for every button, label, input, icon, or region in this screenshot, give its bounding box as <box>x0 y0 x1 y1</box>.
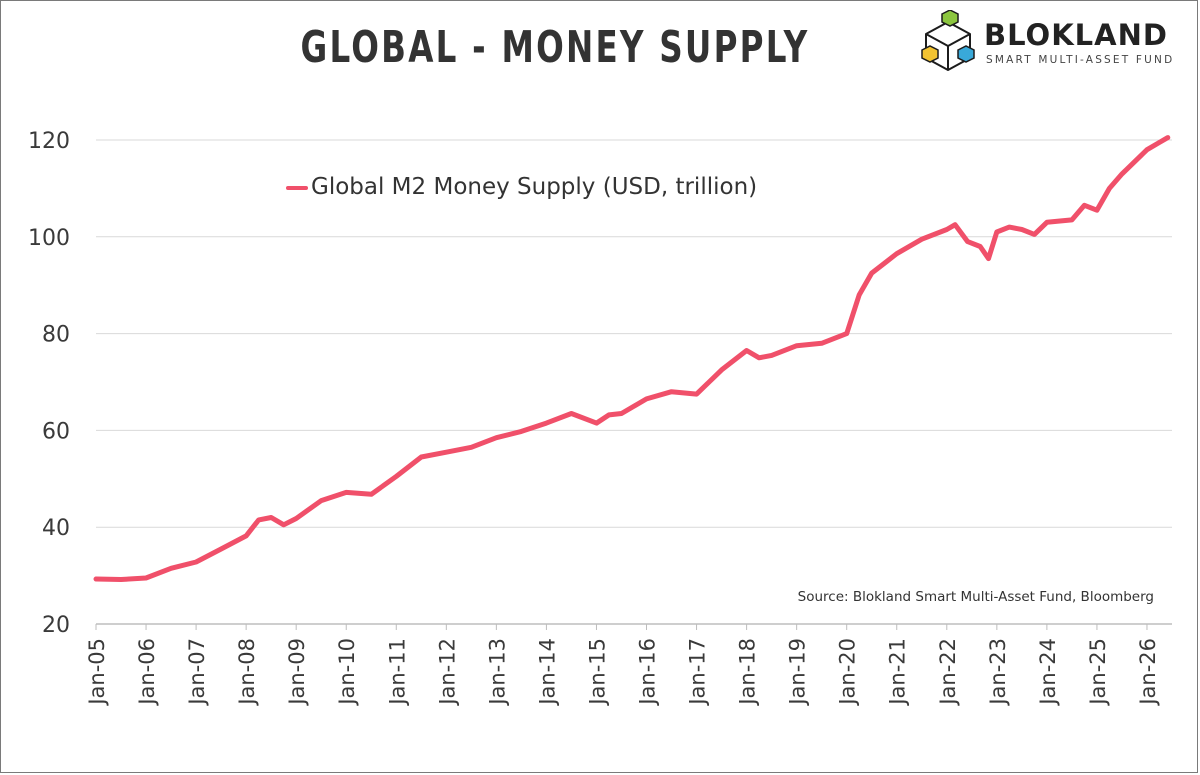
x-tick-label-Jan-09: Jan-09 <box>285 638 309 707</box>
x-tick-label-Jan-25: Jan-25 <box>1086 638 1110 707</box>
x-tick-label-Jan-19: Jan-19 <box>786 638 810 707</box>
x-tick-label-Jan-06: Jan-06 <box>135 638 159 707</box>
brand-logo: BLOKLAND SMART MULTI-ASSET FUND <box>916 10 1186 74</box>
source-note: Source: Blokland Smart Multi-Asset Fund,… <box>797 589 1154 605</box>
x-tick-label-Jan-16: Jan-16 <box>636 638 660 707</box>
chart-title: GLOBAL - MONEY SUPPLY <box>300 22 810 73</box>
logo-wordmark: BLOKLAND <box>984 18 1168 52</box>
series-line-0 <box>93 135 1171 582</box>
x-tick-label-Jan-12: Jan-12 <box>435 638 459 707</box>
x-tick-label-Jan-20: Jan-20 <box>836 638 860 707</box>
x-tick-label-Jan-17: Jan-17 <box>686 638 710 707</box>
y-tick-label-40: 40 <box>42 516 70 541</box>
stacked-cubes-icon <box>921 10 975 71</box>
y-tick-label-120: 120 <box>28 129 70 154</box>
x-tick-label-Jan-24: Jan-24 <box>1036 638 1060 707</box>
x-tick-label-Jan-10: Jan-10 <box>335 638 359 707</box>
y-tick-label-20: 20 <box>42 613 70 638</box>
y-tick-label-100: 100 <box>28 226 70 251</box>
x-tick-label-Jan-13: Jan-13 <box>485 638 509 707</box>
x-tick-label-Jan-11: Jan-11 <box>385 638 409 707</box>
x-tick-label-Jan-23: Jan-23 <box>986 638 1010 707</box>
x-tick-label-Jan-08: Jan-08 <box>235 638 259 707</box>
y-tick-label-60: 60 <box>42 419 70 444</box>
logo-subtitle: SMART MULTI-ASSET FUND <box>986 54 1175 66</box>
legend-swatch <box>286 186 308 190</box>
x-tick-label-Jan-21: Jan-21 <box>886 638 910 707</box>
series-lines <box>93 135 1171 582</box>
x-axis: Jan-05 Jan-06 Jan-07 Jan-08 Jan-09 Jan-10 Jan-… <box>85 623 1172 707</box>
y-tick-label-80: 80 <box>42 323 70 348</box>
x-tick-label-Jan-07: Jan-07 <box>185 638 209 707</box>
x-tick-label-Jan-15: Jan-15 <box>585 638 609 707</box>
x-tick-label-Jan-14: Jan-14 <box>535 638 559 707</box>
x-tick-label-Jan-22: Jan-22 <box>936 638 960 707</box>
y-axis: 20 40 60 80 100 120 <box>28 129 70 638</box>
legend-label[interactable]: Global M2 Money Supply (USD, trillion) <box>311 174 758 200</box>
gridlines <box>96 139 1172 528</box>
x-tick-label-Jan-05: Jan-05 <box>85 638 109 707</box>
x-tick-label-Jan-18: Jan-18 <box>736 638 760 707</box>
x-tick-label-Jan-26: Jan-26 <box>1136 638 1160 707</box>
